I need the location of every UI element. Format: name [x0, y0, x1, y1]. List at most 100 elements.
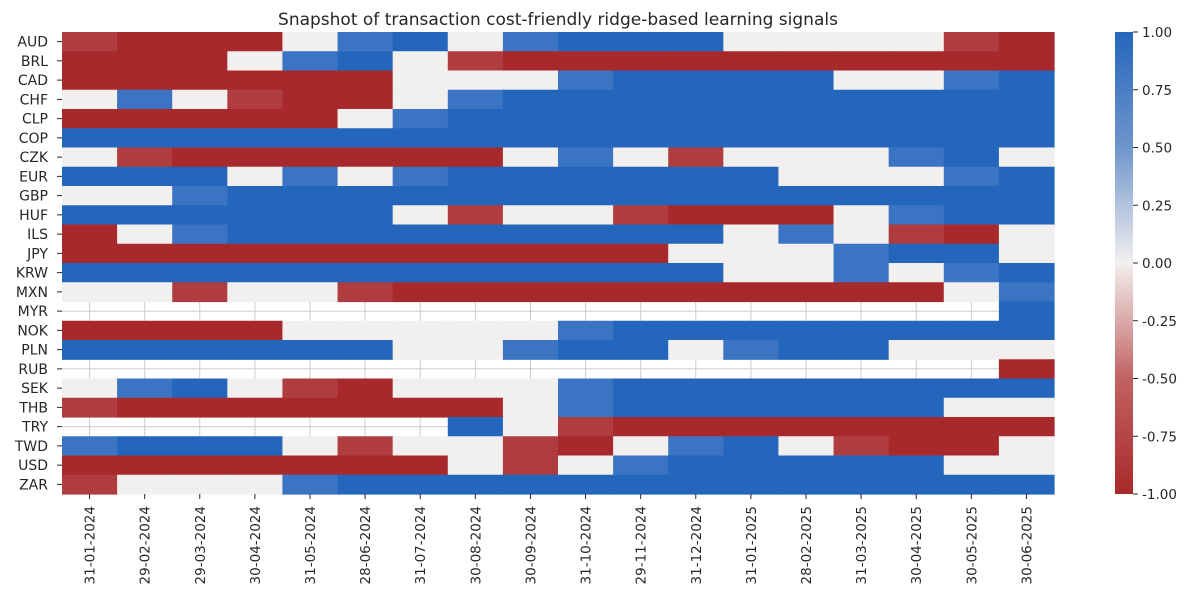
heatmap-cell — [282, 128, 339, 149]
heatmap-cell — [558, 397, 614, 418]
heatmap-cell — [998, 243, 1055, 264]
heatmap-cell — [998, 320, 1055, 341]
heatmap-cell — [943, 51, 1000, 72]
heatmap-cell — [282, 166, 339, 187]
heatmap-cell — [943, 417, 1000, 437]
heatmap-cell — [337, 243, 394, 264]
heatmap-cell — [447, 243, 504, 264]
heatmap-cell — [227, 51, 284, 72]
y-tick-label: ZAR — [19, 477, 48, 493]
heatmap-cell — [723, 89, 780, 110]
heatmap-cell — [668, 455, 724, 476]
heatmap-cell — [227, 282, 284, 303]
colorbar-tick-label: 0.25 — [1142, 198, 1172, 214]
heatmap-cell — [502, 89, 559, 110]
y-tick-label: HUF — [19, 208, 48, 224]
heatmap-cell — [282, 282, 339, 303]
heatmap-cell — [833, 186, 890, 206]
heatmap-cell — [833, 51, 890, 72]
heatmap-cell — [613, 128, 669, 149]
heatmap-cell — [337, 89, 394, 110]
y-tick-label: NOK — [17, 323, 48, 339]
heatmap-cell — [392, 109, 449, 129]
heatmap-cell — [778, 340, 835, 360]
heatmap-cell — [998, 301, 1055, 322]
heatmap-cell — [337, 32, 394, 52]
heatmap-cell — [227, 224, 284, 245]
heatmap-cell — [888, 340, 945, 360]
heatmap-cell — [227, 243, 284, 264]
heatmap-cell — [392, 263, 449, 283]
heatmap-cell — [833, 282, 890, 303]
heatmap-cell — [943, 320, 1000, 341]
heatmap-cell — [723, 224, 780, 245]
heatmap-cell — [558, 320, 614, 341]
heatmap-cell — [227, 89, 284, 110]
y-tick-label: MYR — [18, 304, 49, 320]
heatmap-cell — [888, 89, 945, 110]
y-tick-label: TWD — [14, 439, 48, 455]
heatmap-cell — [337, 51, 394, 72]
y-tick-label: AUD — [17, 35, 48, 51]
y-tick-label: MXN — [16, 285, 48, 301]
heatmap-cell — [117, 205, 173, 226]
heatmap-cell — [337, 166, 394, 187]
y-tick-label: SEK — [21, 381, 49, 397]
heatmap-cell — [668, 128, 724, 149]
heatmap-cell — [668, 205, 724, 226]
y-tick-label: GBP — [19, 189, 48, 205]
heatmap-cell — [943, 397, 1000, 418]
heatmap-cell — [558, 147, 614, 168]
heatmap-cell — [668, 320, 724, 341]
chart-title: Snapshot of transaction cost-friendly ri… — [278, 10, 838, 30]
heatmap-cell — [998, 51, 1055, 72]
heatmap-cell — [447, 436, 504, 457]
heatmap-cell — [613, 263, 669, 283]
heatmap-cell — [613, 397, 669, 418]
heatmap-cell — [943, 455, 1000, 476]
heatmap-cell — [282, 340, 339, 360]
heatmap-cell — [833, 128, 890, 149]
heatmap-cell — [227, 70, 284, 91]
x-tick-label: 29-02-2024 — [138, 506, 154, 584]
heatmap-cell — [282, 205, 339, 226]
heatmap-cell — [447, 282, 504, 303]
heatmap-cell — [833, 417, 890, 437]
x-tick-label: 31-07-2024 — [413, 506, 429, 584]
heatmap-cell — [723, 70, 780, 91]
y-tick-label: KRW — [16, 266, 48, 282]
heatmap-cell — [723, 32, 780, 52]
heatmap-cell — [668, 417, 724, 437]
heatmap-cell — [337, 109, 394, 129]
heatmap-cell — [998, 417, 1055, 437]
heatmap-cell — [502, 32, 559, 52]
heatmap-cell — [613, 282, 669, 303]
heatmap-cell — [282, 32, 339, 52]
heatmap-cell — [888, 109, 945, 129]
heatmap-cell — [447, 263, 504, 283]
heatmap-cell — [392, 70, 449, 91]
heatmap-cell — [943, 70, 1000, 91]
heatmap-cell — [558, 166, 614, 187]
heatmap-cell — [227, 205, 284, 226]
heatmap-cell — [943, 89, 1000, 110]
heatmap-cell — [502, 474, 559, 495]
heatmap-cell — [117, 109, 173, 129]
heatmap-cell — [172, 89, 228, 110]
heatmap-cell — [447, 70, 504, 91]
heatmap-cell — [172, 70, 228, 91]
heatmap-cell — [613, 417, 669, 437]
heatmap-cell — [227, 340, 284, 360]
heatmap-cell — [998, 436, 1055, 457]
heatmap-cell — [447, 397, 504, 418]
heatmap-cell — [613, 32, 669, 52]
x-tick-label: 29-11-2024 — [634, 506, 650, 584]
heatmap-cell — [227, 166, 284, 187]
heatmap-cell — [392, 474, 449, 495]
heatmap-cell — [172, 436, 228, 457]
heatmap-cell — [62, 397, 118, 418]
heatmap-cell — [62, 436, 118, 457]
heatmap-cell — [337, 436, 394, 457]
heatmap-cell — [117, 436, 173, 457]
heatmap-cell — [998, 474, 1055, 495]
